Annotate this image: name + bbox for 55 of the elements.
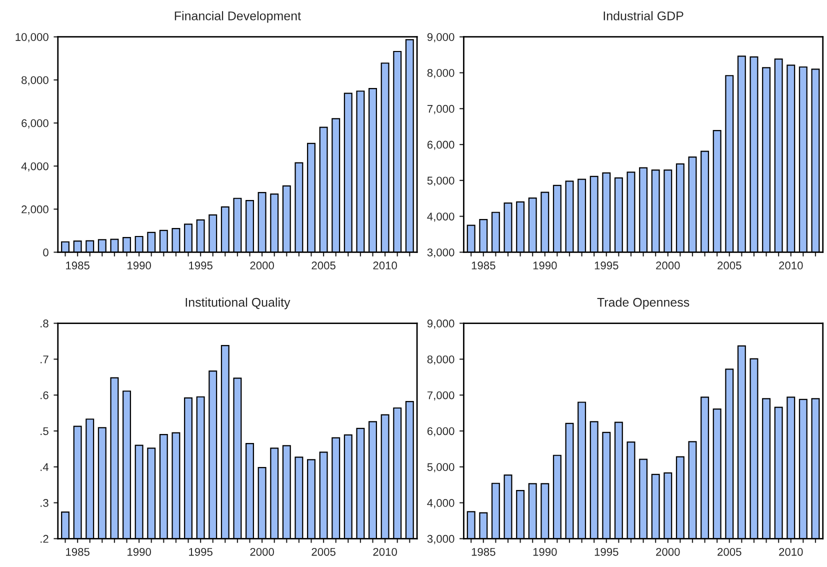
y-tick-label: .3 <box>40 499 48 507</box>
x-tick-label: 1995 <box>594 262 618 270</box>
y-tick-label: 9,000 <box>427 320 454 329</box>
y-tick-label: 5,000 <box>427 463 454 472</box>
y-tick-label: 4,000 <box>427 212 454 222</box>
chart-title: Institutional Quality <box>186 298 290 310</box>
x-tick-label: 2005 <box>718 262 742 270</box>
chart-title: Financial Development <box>174 11 301 23</box>
y-tick-label: 4,000 <box>21 162 48 172</box>
y-tick-label: 6,000 <box>22 119 48 128</box>
y-tick-label: 9,000 <box>427 33 454 42</box>
x-tick-label: 1985 <box>66 548 90 556</box>
x-tick-label: 2005 <box>312 262 336 270</box>
y-tick-label: 2,000 <box>22 205 48 215</box>
x-tick-label: 1990 <box>533 548 557 556</box>
x-tick-label: 2010 <box>779 262 803 270</box>
x-tick-label: 2010 <box>373 548 397 556</box>
y-tick-label: .2 <box>40 534 48 543</box>
y-tick-label: .4 <box>40 463 49 471</box>
y-tick-label: .7 <box>40 356 48 364</box>
chart-title: Industrial GDP <box>604 11 684 20</box>
y-tick-label: 8,000 <box>427 69 454 78</box>
y-tick-label: 7,000 <box>427 391 454 401</box>
y-tick-label: 3,000 <box>427 248 454 258</box>
x-tick-label: 2000 <box>656 262 680 270</box>
y-tick-label: 6,000 <box>427 140 454 150</box>
y-tick-label: 8,000 <box>427 355 454 365</box>
y-tick-label: 8,000 <box>22 76 48 86</box>
y-tick-label: 3,000 <box>427 534 454 544</box>
x-tick-label: 1995 <box>189 548 212 556</box>
y-tick-label: 5,000 <box>427 176 454 186</box>
x-tick-label: 1995 <box>189 262 212 270</box>
y-tick-label: 10,000 <box>16 33 48 42</box>
x-tick-label: 2010 <box>373 262 397 270</box>
x-tick-label: 2000 <box>250 262 274 270</box>
x-tick-label: 2005 <box>312 548 336 556</box>
x-tick-label: 1995 <box>594 548 618 556</box>
y-tick-label: 0 <box>43 248 48 256</box>
x-tick-label: 1985 <box>472 262 496 270</box>
chart-title: Trade Openness <box>597 298 690 310</box>
x-tick-label: 1985 <box>66 262 90 270</box>
y-tick-label: .5 <box>40 427 48 436</box>
x-tick-label: 2000 <box>250 548 274 556</box>
x-tick-label: 1985 <box>472 548 496 556</box>
y-tick-label: .8 <box>40 320 48 328</box>
y-tick-label: 7,000 <box>427 104 454 114</box>
y-tick-label: 6,000 <box>427 427 454 436</box>
x-tick-label: 1990 <box>128 548 151 556</box>
x-tick-label: 2000 <box>656 548 680 556</box>
x-tick-label: 1990 <box>128 262 151 270</box>
y-tick-label: 4,000 <box>427 499 454 508</box>
x-tick-label: 2005 <box>718 548 742 556</box>
x-tick-label: 2010 <box>779 548 803 556</box>
y-tick-label: .6 <box>40 391 48 400</box>
x-tick-label: 1990 <box>533 262 557 270</box>
